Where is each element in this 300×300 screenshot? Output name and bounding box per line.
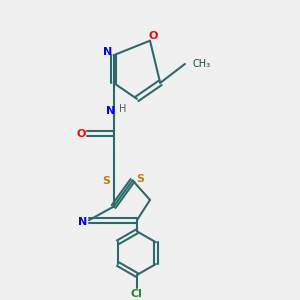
Text: N: N [106,106,115,116]
Text: H: H [119,104,126,114]
Text: CH₃: CH₃ [192,59,210,69]
Text: Cl: Cl [131,289,143,299]
Text: O: O [148,31,158,41]
Text: O: O [76,129,86,139]
Text: S: S [136,174,144,184]
Text: N: N [78,217,88,227]
Text: N: N [103,47,112,57]
Text: S: S [102,176,110,186]
